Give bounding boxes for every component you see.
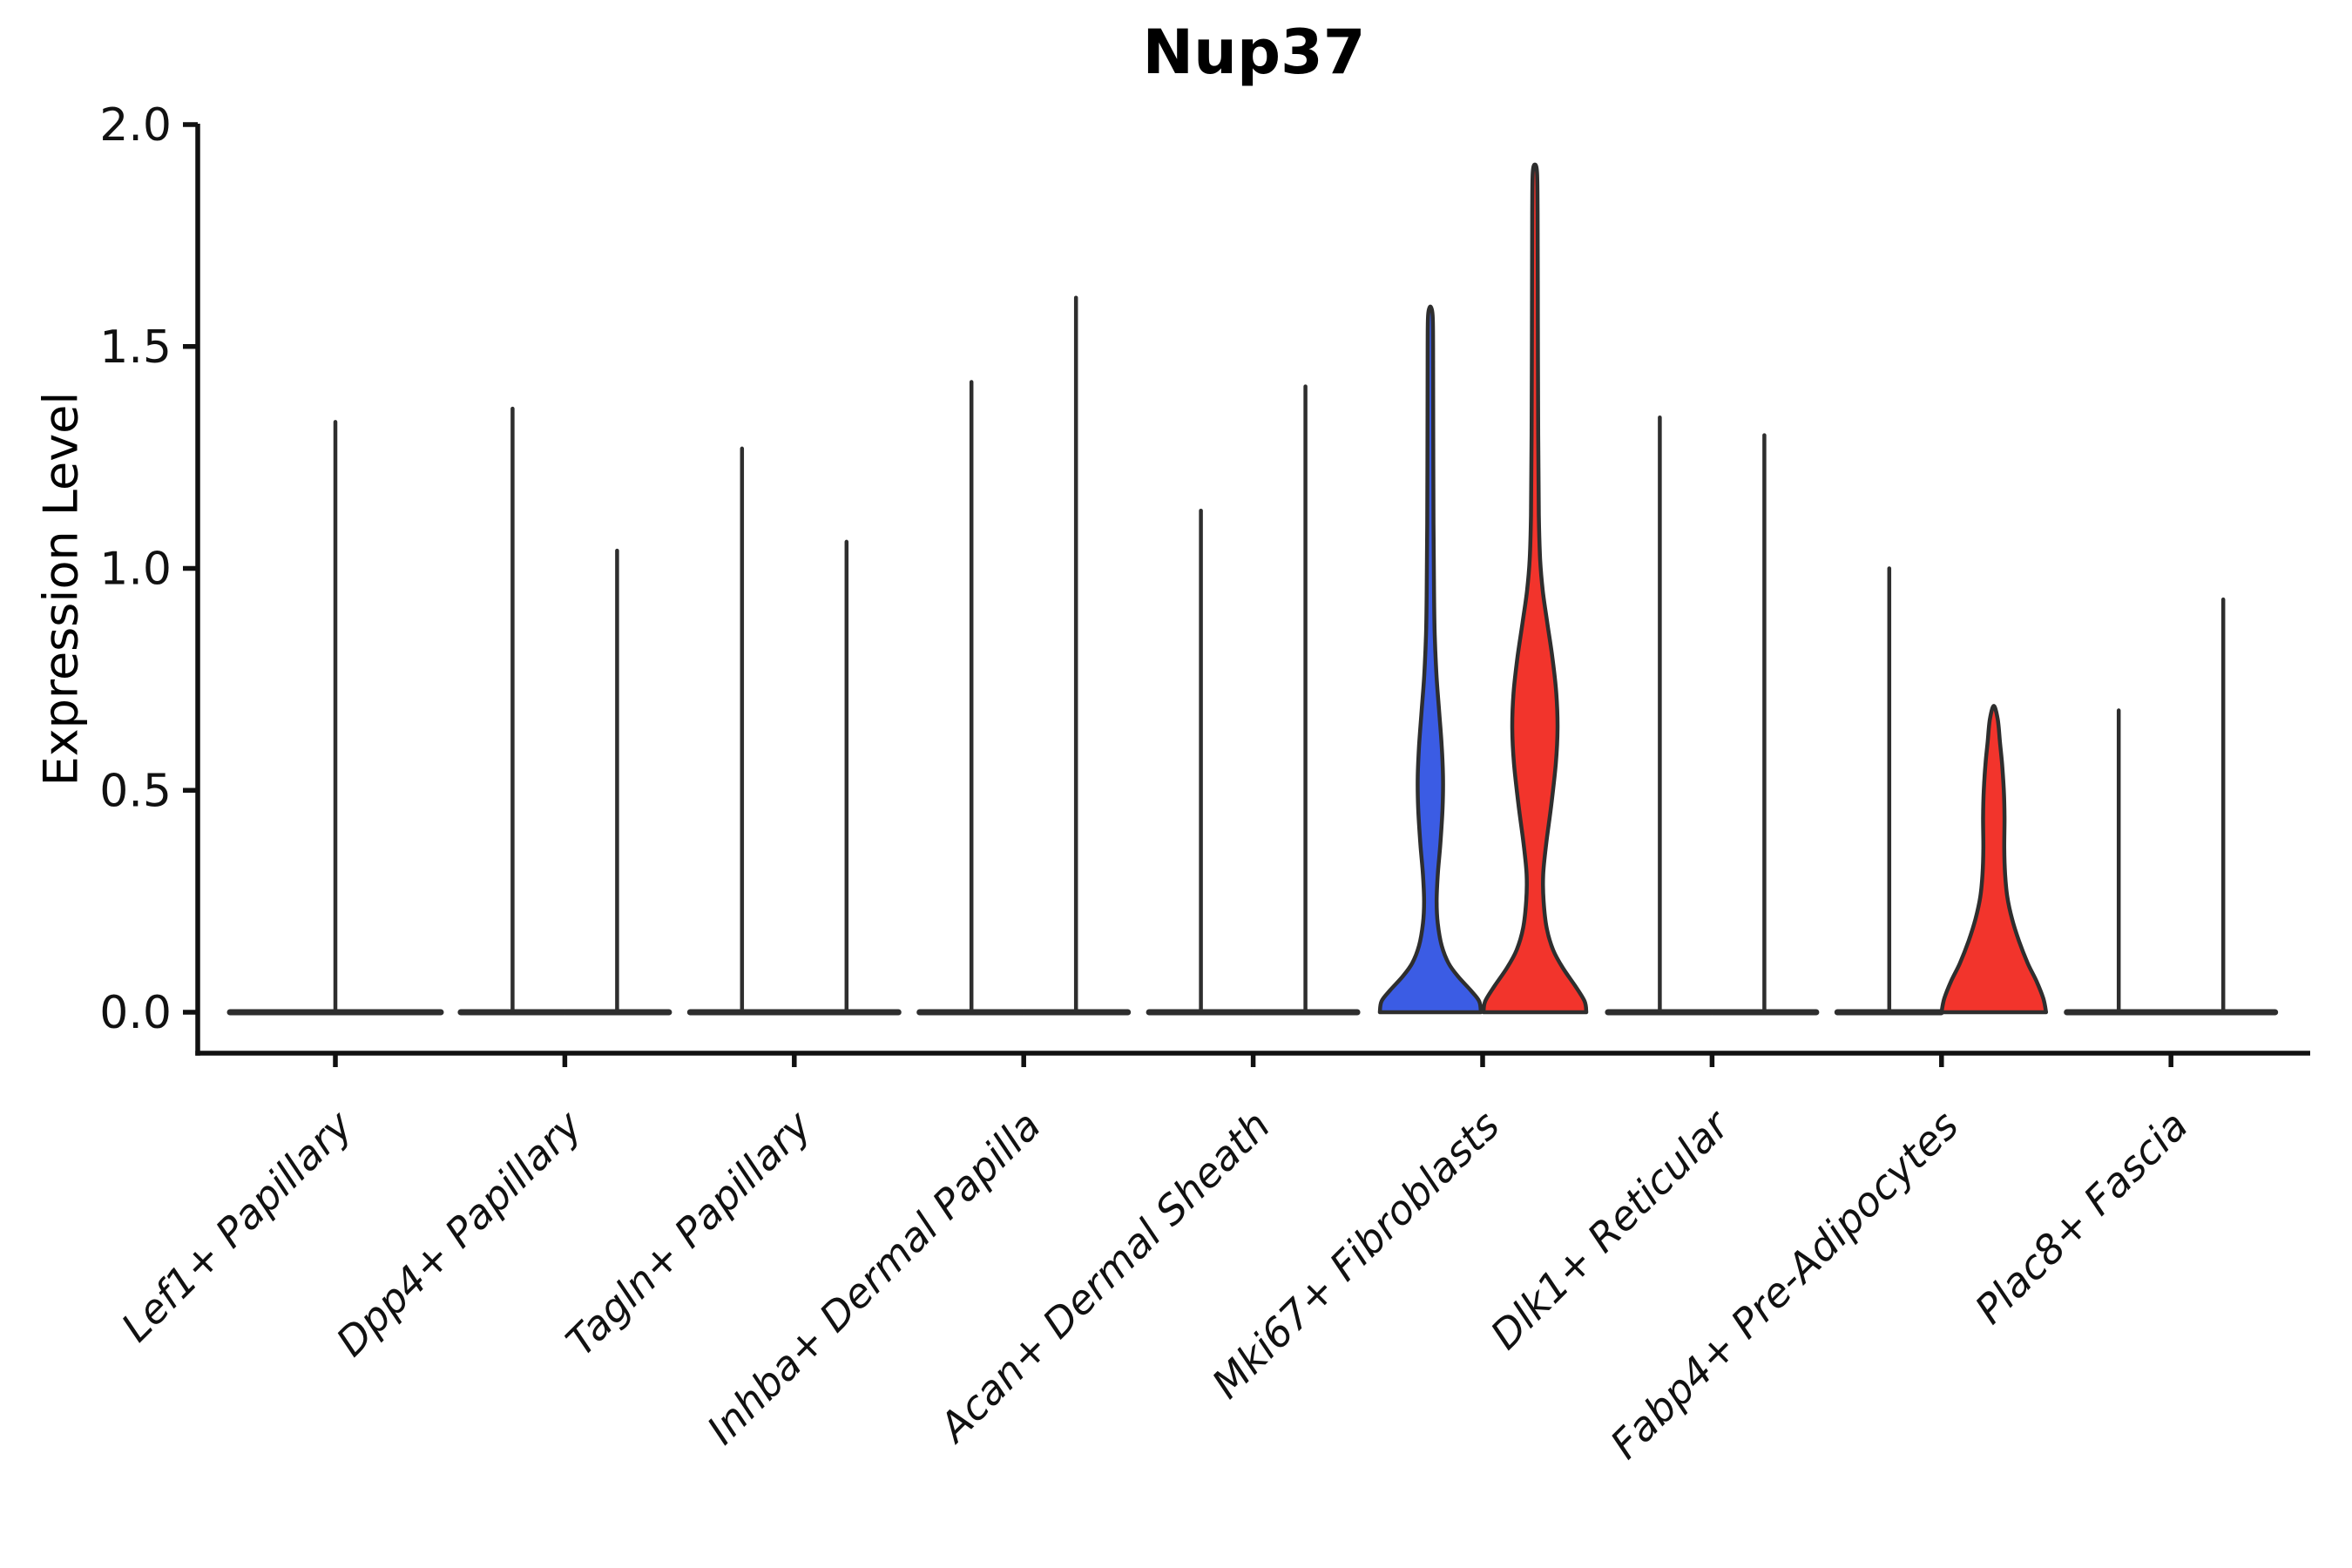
x-tick-label: Tagln+ Papillary: [557, 1101, 821, 1365]
y-tick-label: 1.5: [99, 321, 172, 374]
y-tick-label: 2.0: [99, 99, 172, 152]
y-tick-label: 0.0: [99, 987, 172, 1039]
x-tick-label: Dlk1+ Reticular: [1482, 1099, 1740, 1358]
y-tick-label: 0.5: [99, 765, 172, 817]
violin-filled: [1481, 162, 1589, 1015]
x-tick-label: Plac8+ Fascia: [1966, 1102, 2197, 1333]
x-tick-label: Dpp4+ Papillary: [328, 1101, 591, 1365]
violin-filled: [1377, 304, 1484, 1015]
chart-title: Nup37: [1142, 17, 1366, 88]
y-tick-label: 1.0: [99, 544, 172, 596]
x-tick-label: Lef1+ Papillary: [112, 1101, 362, 1350]
violin-filled: [1939, 704, 2049, 1015]
